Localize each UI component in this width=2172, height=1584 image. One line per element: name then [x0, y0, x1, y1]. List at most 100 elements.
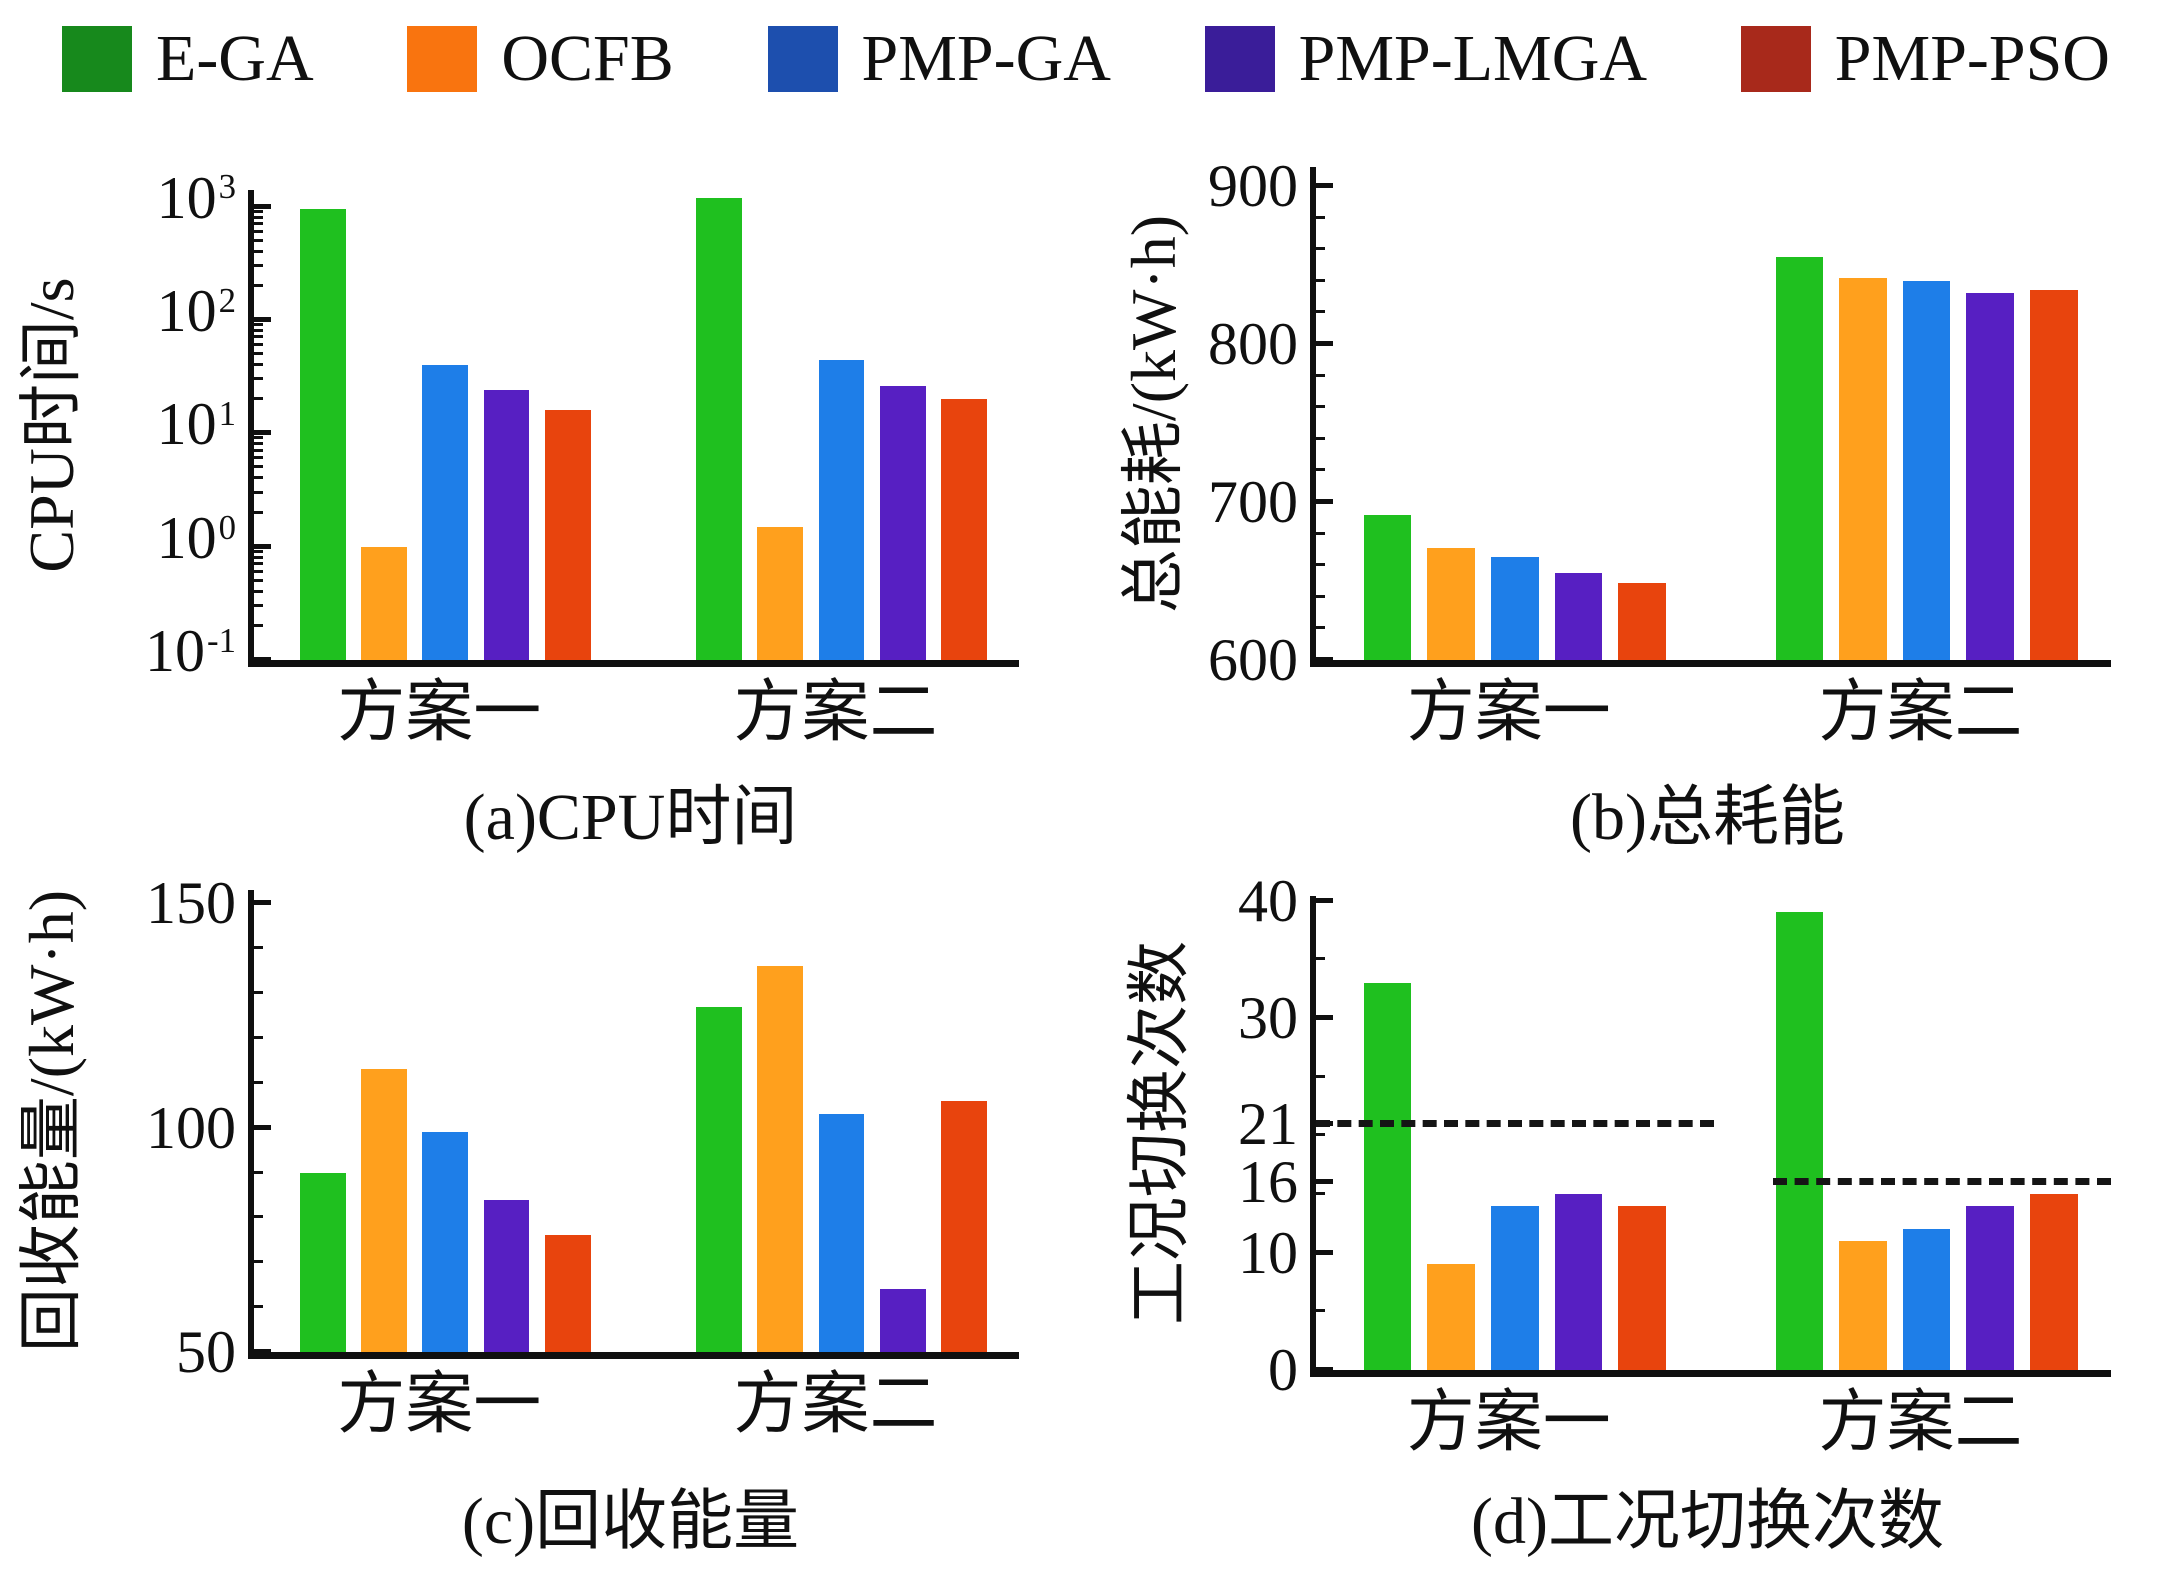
bar-pmp-pso: [940, 399, 987, 660]
bar-e-ga: [696, 197, 743, 660]
y-minor-tick: [1316, 373, 1325, 377]
pmp-pso-swatch-icon: [1740, 26, 1811, 92]
y-minor-tick: [254, 363, 263, 367]
x-category-label: 方案一: [1406, 674, 1611, 750]
bar-pmp-ga: [1490, 557, 1539, 660]
x-axis-labels-b: 方案一 方案二: [1310, 672, 2105, 758]
y-minor-tick: [1316, 1309, 1325, 1313]
y-minor-tick: [1316, 1192, 1325, 1196]
bar-pmp-ga: [422, 365, 469, 660]
y-minor-tick: [254, 448, 263, 452]
y-tick-label: 0: [1268, 1337, 1298, 1403]
y-tick: [1316, 182, 1333, 188]
y-tick-label: 700: [1208, 469, 1298, 535]
legend-item-ocfb: OCFB: [407, 26, 674, 92]
y-tick: [1316, 1179, 1333, 1185]
y-tick-label: 40: [1238, 867, 1298, 934]
bar-ocfb: [757, 526, 804, 660]
y-minor-tick: [254, 946, 263, 950]
y-tick: [254, 657, 271, 662]
bar-ocfb: [1427, 1264, 1475, 1370]
tick-exponent: 3: [218, 167, 236, 207]
pmp-lmga-swatch-icon: [1204, 26, 1275, 92]
bar-pmp-pso: [1618, 582, 1666, 660]
y-minor-tick: [254, 328, 263, 332]
y-tick-label: 50: [176, 1319, 236, 1385]
y-tick-label: 100: [156, 504, 236, 571]
y-minor-tick: [254, 569, 263, 573]
y-minor-tick: [1316, 1133, 1325, 1137]
y-minor-tick: [254, 1305, 263, 1309]
y-minor-tick: [254, 562, 263, 566]
y-axis-label-b: 总能耗/(kW·h): [1118, 214, 1189, 613]
tick-exponent: 0: [218, 507, 236, 547]
y-minor-tick: [254, 283, 263, 287]
y-tick-label: 100: [146, 1094, 236, 1161]
bar-ocfb: [1427, 547, 1475, 660]
y-tick: [1316, 340, 1333, 346]
y-minor-tick: [254, 1036, 263, 1040]
y-minor-tick: [254, 377, 263, 381]
bar-pmp-lmga: [1554, 1194, 1603, 1370]
y-minor-tick: [254, 222, 263, 226]
y-minor-tick: [1316, 247, 1325, 251]
bar-pmp-ga: [818, 360, 865, 660]
reference-dashed-line: [1773, 1178, 2111, 1186]
x-category-label: 方案二: [733, 674, 938, 750]
bar-pmp-ga: [1490, 1205, 1539, 1370]
y-tick-label: 800: [1208, 310, 1298, 377]
y-minor-tick: [254, 549, 263, 553]
y-minor-tick: [254, 397, 263, 401]
y-minor-tick: [254, 436, 263, 440]
x-axis-labels-c: 方案一 方案二: [248, 1364, 1013, 1450]
bar-ocfb: [361, 546, 407, 660]
y-minor-tick: [1316, 468, 1325, 472]
y-minor-tick: [1316, 278, 1325, 282]
y-tick: [254, 316, 271, 322]
y-minor-tick: [254, 555, 263, 559]
caption-c: (c)回收能量: [461, 1485, 800, 1558]
tick-exponent: 2: [218, 280, 236, 320]
y-minor-tick: [254, 263, 263, 267]
bar-pmp-lmga: [879, 386, 926, 660]
x-category-label: 方案二: [733, 1366, 938, 1442]
y-minor-tick: [254, 215, 263, 219]
x-category-label: 方案一: [1406, 1384, 1611, 1460]
y-tick-label: 10-1: [145, 618, 236, 684]
y-minor-tick: [1316, 531, 1325, 535]
y-tick: [1316, 1015, 1333, 1021]
y-tick-label: 600: [1208, 627, 1298, 693]
bar-ocfb: [757, 966, 804, 1352]
y-minor-tick: [1316, 957, 1325, 961]
bar-e-ga: [696, 1006, 743, 1352]
legend-item-pmp-lmga: PMP-LMGA: [1204, 26, 1647, 92]
x-axis-labels-d: 方案一 方案二: [1310, 1382, 2105, 1468]
bar-pmp-pso: [2029, 290, 2078, 660]
bar-pmp-ga: [1902, 1229, 1951, 1370]
y-tick: [1316, 897, 1333, 903]
y-minor-tick: [254, 465, 263, 469]
x-category-label: 方案一: [337, 674, 542, 750]
legend-label-pmp-pso: PMP-PSO: [1834, 22, 2110, 95]
y-tick: [1316, 1249, 1333, 1255]
y-minor-tick: [1316, 436, 1325, 440]
y-tick-label: 103: [156, 164, 236, 231]
y-tick-label: 21: [1238, 1090, 1298, 1157]
y-minor-tick: [254, 490, 263, 494]
y-minor-tick: [254, 476, 263, 480]
bar-pmp-pso: [2029, 1194, 2078, 1370]
y-minor-tick: [254, 456, 263, 460]
y-minor-tick: [254, 510, 263, 514]
tick-exponent: 1: [218, 394, 236, 434]
legend-label-e-ga: E-GA: [156, 22, 314, 95]
y-minor-tick: [254, 623, 263, 627]
y-minor-tick: [254, 442, 263, 446]
y-tick-label: 10: [1238, 1219, 1298, 1286]
bar-e-ga: [1363, 982, 1412, 1370]
y-minor-tick: [254, 1170, 263, 1174]
x-category-label: 方案二: [1818, 1384, 2023, 1460]
y-minor-tick: [1316, 310, 1325, 314]
chart-grid: CPU时间/s 103 102 101 100 10-1 方案一 方案二 (a)CPU时间…: [0, 112, 2172, 1584]
y-minor-tick: [254, 603, 263, 607]
y-minor-tick: [1316, 1074, 1325, 1078]
